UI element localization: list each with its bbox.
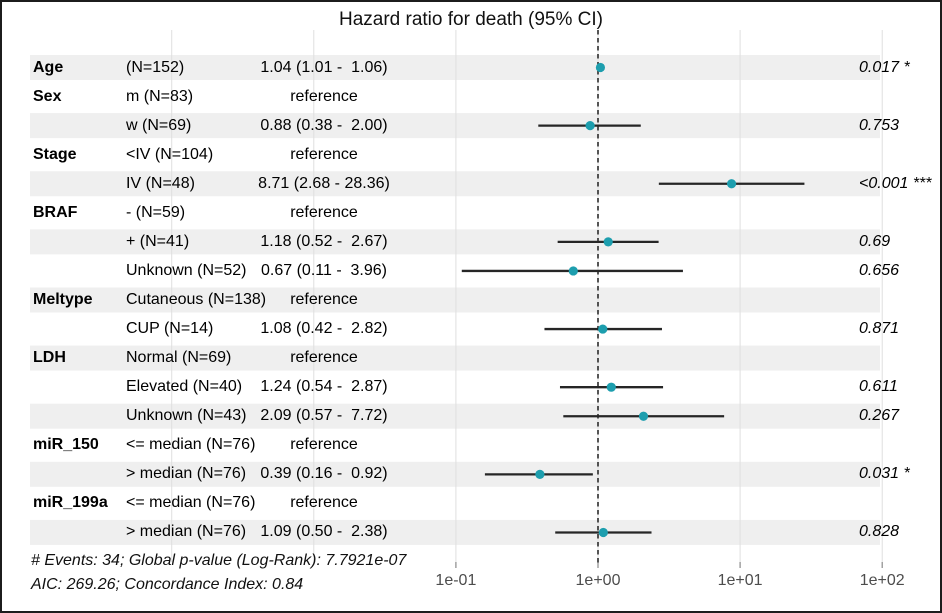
- level-label: <IV (N=104): [126, 145, 214, 163]
- table-row: Age (N=152) 1.04 (1.01 - 1.06) 0.017 *: [2, 53, 940, 82]
- level-label: Unknown (N=52): [126, 261, 247, 279]
- estimate-label: 8.71 (2.68 - 28.36): [258, 174, 390, 192]
- footer-stats-line2: AIC: 269.26; Concordance Index: 0.84: [31, 576, 304, 593]
- table-row: LDH Normal (N=69) reference: [2, 343, 940, 372]
- p-value-label: 0.871: [859, 319, 900, 337]
- p-value-label: 0.656: [859, 261, 900, 279]
- p-value-label: 0.828: [859, 523, 900, 541]
- hr-point: [598, 527, 608, 538]
- hr-point: [606, 382, 616, 392]
- table-row: miR_199a <= median (N=76) reference: [2, 489, 940, 518]
- p-value-label: 0.611: [859, 378, 898, 396]
- level-label: > median (N=76): [126, 465, 247, 483]
- table-row: Unknown (N=43) 2.09 (0.57 - 7.72) 0.267: [2, 402, 940, 431]
- estimate-label: 0.39 (0.16 - 0.92): [260, 465, 388, 483]
- estimate-label: reference: [290, 436, 358, 454]
- footer-stats-line1: # Events: 34; Global p-value (Log-Rank):…: [31, 552, 407, 569]
- p-value-label: 0.031 *: [859, 465, 910, 483]
- table-row: IV (N=48) 8.71 (2.68 - 28.36) <0.001 ***: [2, 169, 940, 198]
- x-axis-tick-label: 1e+02: [859, 572, 905, 589]
- x-axis-tick-label: 1e+00: [575, 572, 621, 589]
- table-row: BRAF - (N=59) reference: [2, 198, 940, 227]
- level-label: <= median (N=76): [126, 494, 256, 512]
- table-row: w (N=69) 0.88 (0.38 - 2.00) 0.753: [2, 111, 940, 140]
- estimate-label: 1.24 (0.54 - 2.87): [260, 378, 388, 396]
- p-value-label: 0.69: [859, 232, 891, 250]
- level-label: m (N=83): [126, 87, 194, 105]
- level-label: Elevated (N=40): [126, 378, 243, 396]
- estimate-label: reference: [290, 290, 358, 308]
- estimate-label: 0.88 (0.38 - 2.00): [260, 116, 388, 134]
- table-row: Unknown (N=52) 0.67 (0.11 - 3.96) 0.656: [2, 256, 940, 285]
- table-row: + (N=41) 1.18 (0.52 - 2.67) 0.69: [2, 227, 940, 256]
- hr-point: [585, 121, 595, 131]
- level-label: - (N=59): [126, 203, 186, 221]
- estimate-label: 1.04 (1.01 - 1.06): [260, 58, 388, 76]
- variable-label: LDH: [33, 348, 66, 366]
- p-value-label: 0.267: [859, 407, 900, 425]
- variable-label: miR_199a: [33, 494, 108, 512]
- p-value-label: <0.001 ***: [859, 174, 932, 192]
- p-value-label: 0.017 *: [859, 58, 910, 76]
- level-label: CUP (N=14): [126, 319, 214, 337]
- level-label: + (N=41): [126, 232, 190, 250]
- level-label: Cutaneous (N=138): [126, 290, 267, 308]
- estimate-label: 1.18 (0.52 - 2.67): [260, 232, 388, 250]
- table-row: Stage <IV (N=104) reference: [2, 140, 940, 169]
- level-label: IV (N=48): [126, 174, 195, 192]
- p-value-label: 0.753: [859, 116, 900, 134]
- variable-label: Sex: [33, 87, 62, 105]
- variable-label: Meltype: [33, 290, 93, 308]
- estimate-label: reference: [290, 348, 358, 366]
- variable-label: Age: [33, 58, 64, 76]
- plot-title: Hazard ratio for death (95% CI): [338, 9, 603, 30]
- x-axis-tick-label: 1e-01: [435, 572, 477, 589]
- level-label: <= median (N=76): [126, 436, 256, 454]
- model-stats-footer: # Events: 34; Global p-value (Log-Rank):…: [31, 549, 406, 597]
- estimate-label: reference: [290, 494, 358, 512]
- estimate-label: 0.67 (0.11 - 3.96): [261, 261, 387, 279]
- hr-point: [603, 237, 613, 247]
- level-label: w (N=69): [126, 116, 192, 134]
- table-row: > median (N=76) 1.09 (0.50 - 2.38) 0.828: [2, 518, 940, 547]
- table-row: > median (N=76) 0.39 (0.16 - 0.92) 0.031 *: [2, 460, 940, 489]
- estimate-label: reference: [290, 145, 358, 163]
- variable-label: BRAF: [33, 203, 78, 221]
- table-row: Meltype Cutaneous (N=138) reference: [2, 285, 940, 314]
- table-row: Elevated (N=40) 1.24 (0.54 - 2.87) 0.611: [2, 373, 940, 402]
- hr-point: [726, 179, 737, 189]
- x-axis-tick-label: 1e+01: [717, 572, 763, 589]
- level-label: Unknown (N=43): [126, 407, 247, 425]
- table-row: Sex m (N=83) reference: [2, 82, 940, 111]
- estimate-label: 1.09 (0.50 - 2.38): [260, 523, 388, 541]
- variable-label: Stage: [33, 145, 77, 163]
- hr-point: [638, 411, 649, 421]
- estimate-label: 2.09 (0.57 - 7.72): [260, 407, 388, 425]
- hr-point: [535, 469, 545, 479]
- level-label: > median (N=76): [126, 523, 247, 541]
- table-row: miR_150 <= median (N=76) reference: [2, 431, 940, 460]
- hr-point: [568, 266, 578, 276]
- estimate-label: reference: [290, 203, 358, 221]
- estimate-label: 1.08 (0.42 - 2.82): [260, 319, 388, 337]
- hr-point: [595, 62, 606, 73]
- table-row: CUP (N=14) 1.08 (0.42 - 2.82) 0.871: [2, 314, 940, 343]
- level-label: Normal (N=69): [126, 348, 232, 366]
- estimate-label: reference: [290, 87, 358, 105]
- forest-table: Age (N=152) 1.04 (1.01 - 1.06) 0.017 * Sex m …: [2, 53, 940, 547]
- hr-point: [598, 324, 608, 334]
- level-label: (N=152): [126, 58, 185, 76]
- variable-label: miR_150: [33, 436, 99, 454]
